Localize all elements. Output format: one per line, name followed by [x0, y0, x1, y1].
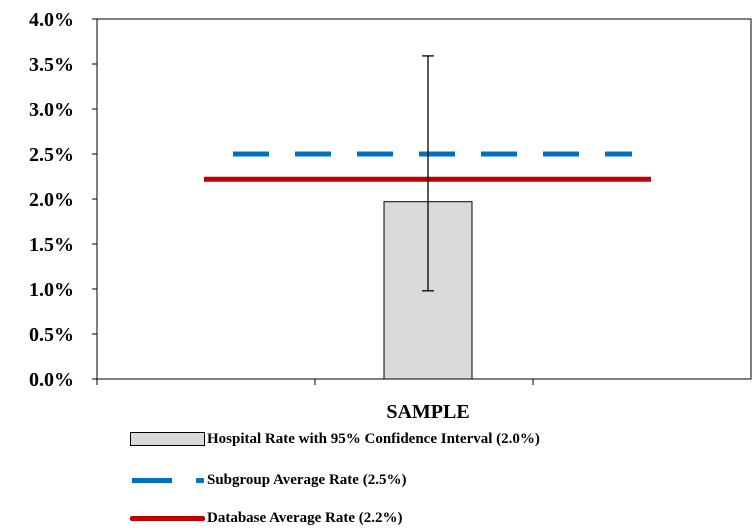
legend-swatch-solid-line-icon	[130, 508, 205, 528]
legend-item-hospital-rate: Hospital Rate with 95% Confidence Interv…	[130, 429, 540, 449]
legend-item-database-average: Database Average Rate (2.2%)	[130, 508, 403, 528]
plot-area: 0.0% 0.5% 1.0% 1.5% 2.0% 2.5% 3.0% 3.5% 4.0% SAMP…	[29, 9, 752, 423]
legend-label-hospital-rate: Hospital Rate with 95% Confidence Interv…	[207, 430, 540, 447]
y-tick-label: 0.5%	[29, 324, 74, 346]
legend-item-subgroup-average: Subgroup Average Rate (2.5%)	[130, 470, 406, 490]
y-tick-label: 3.5%	[29, 54, 74, 76]
y-tick-label: 0.0%	[29, 369, 74, 391]
legend-swatch-dashed-line-icon	[130, 470, 205, 490]
legend-swatch-bar-icon	[130, 429, 205, 449]
y-tick-label: 2.5%	[29, 144, 74, 166]
x-category-label: SAMPLE	[386, 401, 469, 423]
legend-label-database-average: Database Average Rate (2.2%)	[207, 509, 403, 526]
y-tick-label: 1.5%	[29, 234, 74, 256]
y-tick-label: 2.0%	[29, 189, 74, 211]
y-tick-label: 3.0%	[29, 99, 74, 121]
y-tick-label: 4.0%	[29, 9, 74, 31]
y-tick-label: 1.0%	[29, 279, 74, 301]
legend-label-subgroup-average: Subgroup Average Rate (2.5%)	[207, 471, 407, 488]
